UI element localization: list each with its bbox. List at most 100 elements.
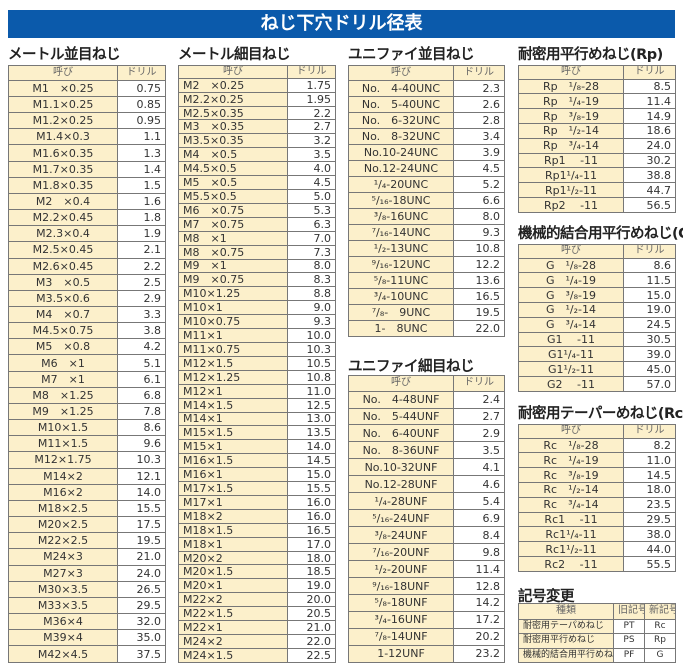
drill-diameter-cell: 13.0 <box>287 411 336 427</box>
drill-diameter-cell: 16.5 <box>453 287 505 305</box>
drill-diameter-cell: 15.0 <box>287 467 336 483</box>
thread-size-cell: M6 ×1 <box>8 354 118 372</box>
drill-diameter-cell: 11.5 <box>623 272 676 289</box>
table-row: G1¹/₂-11 45.0 <box>518 361 676 378</box>
thread-size-cell: No. 5-40UNC <box>348 95 454 113</box>
drill-diameter-cell: 8.8 <box>287 286 336 302</box>
table-row: No.12-24UNC 4.5 <box>348 159 505 177</box>
table-row: M18×1 17.0 <box>178 536 336 552</box>
table-row: M33×3.5 29.5 <box>8 596 166 614</box>
table-row: G ³/₄-14 24.5 <box>518 316 676 333</box>
drill-diameter-cell: 13.5 <box>287 425 336 441</box>
drill-diameter-cell: 1.3 <box>117 144 166 162</box>
thread-size-cell: M1.2×0.25 <box>8 112 118 130</box>
drill-diameter-cell: 45.0 <box>623 361 676 378</box>
thread-size-cell: No. 4-40UNC <box>348 79 454 97</box>
drill-size-table: 呼び ドリル M1 ×0.25 0.75 M1.1×0.25 0.85 M1.2×0.25 0… <box>8 65 166 663</box>
table-row: 機械的結合用平行めねじ PF G <box>518 647 676 664</box>
table-row: Rp ³/₄-14 24.0 <box>518 137 676 154</box>
thread-size-cell: M2 ×0.25 <box>178 77 288 93</box>
table-row: M1.6×0.35 1.3 <box>8 144 166 162</box>
table-row: M20×1 19.0 <box>178 578 336 594</box>
drill-diameter-cell: 6.1 <box>117 370 166 388</box>
thread-size-cell: M27×3 <box>8 564 118 582</box>
thread-size-cell: M4.5×0.75 <box>8 322 118 340</box>
table-row: No.10-24UNC 3.9 <box>348 143 505 161</box>
table-row: ⁷/₁₆-20UNF 9.8 <box>348 543 505 562</box>
table-row: Rp ¹/₈-28 8.5 <box>518 78 676 95</box>
thread-size-cell: Rp ³/₈-19 <box>518 108 624 125</box>
thread-size-cell: M15×1.5 <box>178 425 288 441</box>
table-row: No. 5-40UNC 2.6 <box>348 95 505 113</box>
table-row: G ³/₈-19 15.0 <box>518 287 676 304</box>
table-row: ³/₈-24UNF 8.4 <box>348 526 505 545</box>
column-header: 呼び <box>348 65 454 81</box>
thread-size-cell: M30×3.5 <box>8 580 118 598</box>
drill-diameter-cell: 8.5 <box>623 78 676 95</box>
table-row: G ¹/₂-14 19.0 <box>518 302 676 318</box>
drill-diameter-cell: 15.5 <box>287 481 336 496</box>
drill-diameter-cell: 0.95 <box>117 112 166 130</box>
thread-size-cell: G ¹/₂-14 <box>518 302 624 318</box>
drill-diameter-cell: 0.85 <box>117 95 166 114</box>
thread-size-cell: M3 ×0.5 <box>8 273 118 291</box>
table-row: ⁷/₈- 9UNC 19.5 <box>348 303 505 321</box>
thread-size-cell: M14×2 <box>8 467 118 485</box>
table-row: M1.2×0.25 0.95 <box>8 112 166 130</box>
table-row: M8 ×1 7.0 <box>178 230 336 246</box>
column-header: 旧記号 <box>613 603 645 620</box>
drill-diameter-cell: 1.9 <box>117 225 166 243</box>
thread-size-cell: M18×2.5 <box>8 499 118 518</box>
drill-diameter-cell: 8.4 <box>453 526 505 545</box>
table-row: M2 ×0.25 1.75 <box>178 77 336 93</box>
table-row: ⁵/₈-11UNC 13.6 <box>348 271 505 289</box>
table-row: M39×4 35.0 <box>8 629 166 647</box>
thread-size-cell: M11×0.75 <box>178 341 288 357</box>
thread-size-cell: 機械的結合用平行めねじ <box>518 647 614 664</box>
drill-diameter-cell: 23.5 <box>623 496 676 513</box>
section-heading: メートル並目ねじ <box>8 47 121 63</box>
drill-diameter-cell: 8.6 <box>117 419 166 437</box>
thread-size-cell: M1 ×0.25 <box>8 79 118 97</box>
thread-size-cell: ³/₄-10UNC <box>348 287 454 305</box>
drill-diameter-cell: 3.5 <box>453 441 505 460</box>
thread-size-cell: M12×1.5 <box>178 355 288 371</box>
table-row: G ¹/₄-19 11.5 <box>518 272 676 289</box>
table-row: M10×0.75 9.3 <box>178 314 336 330</box>
table-row: M15×1 14.0 <box>178 439 336 455</box>
thread-size-cell: Rc ³/₈-19 <box>518 467 624 484</box>
drill-diameter-cell: 38.0 <box>623 526 676 543</box>
drill-diameter-cell: 3.8 <box>117 322 166 340</box>
table-row: No. 4-48UNF 2.4 <box>348 390 505 409</box>
drill-diameter-cell: 15.0 <box>623 287 676 304</box>
thread-size-cell: G ³/₄-14 <box>518 316 624 333</box>
table-row: ¹/₂-20UNF 11.4 <box>348 560 505 579</box>
drill-diameter-cell: 1.8 <box>117 209 166 227</box>
drill-diameter-cell: 1.1 <box>117 128 166 146</box>
thread-size-cell: M12×1 <box>178 383 288 399</box>
table-row: M18×1.5 16.5 <box>178 522 336 538</box>
column-header: 呼び <box>178 65 288 79</box>
drill-diameter-cell: 4.0 <box>287 161 336 177</box>
drill-diameter-cell: 18.6 <box>623 123 676 139</box>
table-row: M9 ×1.25 7.8 <box>8 402 166 421</box>
table-row: G1 -11 30.5 <box>518 331 676 348</box>
thread-size-cell: M7 ×0.75 <box>178 216 288 232</box>
thread-size-cell: M20×2.5 <box>8 516 118 534</box>
table-row: No. 8-36UNF 3.5 <box>348 441 505 460</box>
drill-diameter-cell: 19.5 <box>453 303 505 321</box>
section-heading: 記号変更 <box>518 589 575 605</box>
drill-diameter-cell: 6.3 <box>287 216 336 232</box>
table-row: M3.5×0.35 3.2 <box>178 133 336 149</box>
thread-size-cell: M2.5×0.35 <box>178 105 288 121</box>
drill-size-table: 呼び ドリル No. 4-40UNC 2.3 No. 5-40UNC 2.6 No. 6-3… <box>348 65 505 338</box>
section-heading: 機械的結合用平行めねじ(G) <box>518 226 683 242</box>
thread-size-cell: Rc1¹/₄-11 <box>518 526 624 543</box>
drill-diameter-cell: 4.2 <box>117 338 166 356</box>
table-header-row: 呼び ドリル <box>518 65 676 80</box>
thread-size-cell: ⁹/₁₆-12UNC <box>348 255 454 273</box>
table-row: No. 4-40UNC 2.3 <box>348 79 505 97</box>
table-row: Rc1 -11 29.5 <box>518 511 676 528</box>
drill-diameter-cell: 2.9 <box>453 424 505 443</box>
table-row: ¹/₄-28UNF 5.4 <box>348 492 505 511</box>
